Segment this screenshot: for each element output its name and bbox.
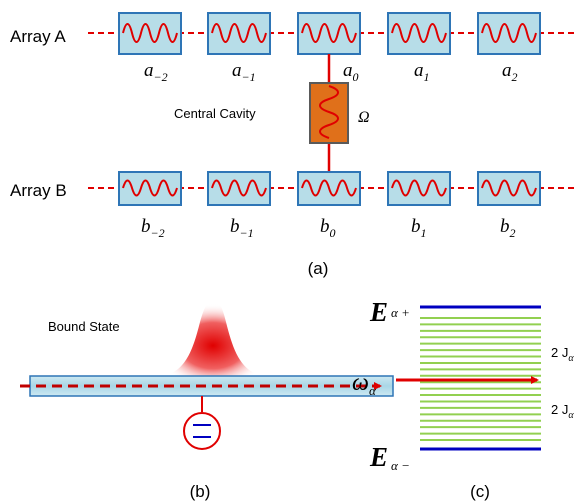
cavity-b-0 xyxy=(297,171,361,206)
wave-icon xyxy=(211,23,267,43)
site-label-b-minus2: b−2 xyxy=(141,216,165,240)
wave-icon xyxy=(481,179,537,197)
bound-state-peak xyxy=(160,300,266,376)
central-cavity-label: Central Cavity xyxy=(174,106,256,121)
cavity-a-2 xyxy=(477,12,541,55)
array-a-site-labels: a−2 a−1 a0 a1 a2 xyxy=(144,60,518,84)
wave-icon xyxy=(391,23,447,43)
cavity-a-0 xyxy=(297,12,361,55)
omega-center-label: ωα xyxy=(352,370,377,398)
cavity-b-minus1 xyxy=(207,171,271,206)
panel-b: Bound State (b) xyxy=(20,300,394,501)
central-cavity xyxy=(309,82,349,144)
atom-icon xyxy=(183,412,221,450)
site-label-b-0: b0 xyxy=(320,216,336,240)
wave-icon xyxy=(122,179,178,197)
site-label-a-minus2: a−2 xyxy=(144,60,168,84)
caption-c: (c) xyxy=(470,482,490,501)
site-label-b-2: b2 xyxy=(500,216,516,240)
wave-icon xyxy=(211,179,267,197)
band-lines xyxy=(420,317,541,441)
omega-label: Ω xyxy=(358,109,370,126)
cavity-b-2 xyxy=(477,171,541,206)
cavity-a-minus2 xyxy=(118,12,182,55)
site-label-b-1: b1 xyxy=(411,216,427,240)
wave-icon xyxy=(391,179,447,197)
wave-icon xyxy=(122,23,178,43)
panel-a: Array A a−2 xyxy=(10,12,575,278)
cavity-a-minus1 xyxy=(207,12,271,55)
wave-icon xyxy=(301,179,357,197)
cavity-b-1 xyxy=(387,171,451,206)
array-a-cavities xyxy=(118,12,541,55)
site-label-a-0: a0 xyxy=(343,60,359,84)
wave-icon xyxy=(301,23,357,43)
site-label-a-minus1: a−1 xyxy=(232,60,256,84)
array-b-label: Array B xyxy=(10,181,67,200)
site-label-a-1: a1 xyxy=(414,60,430,84)
site-label-b-minus1: b−1 xyxy=(230,216,254,240)
width-upper-label: 2 Jα xyxy=(551,345,574,364)
wave-icon xyxy=(481,23,537,43)
cavity-b-minus2 xyxy=(118,171,182,206)
array-b-site-labels: b−2 b−1 b0 b1 b2 xyxy=(141,216,516,240)
width-lower-label: 2 Jα xyxy=(551,402,574,421)
vertical-wave-icon xyxy=(319,85,339,139)
site-label-a-2: a2 xyxy=(502,60,518,84)
bound-state-label: Bound State xyxy=(48,319,120,334)
cavity-a-1 xyxy=(387,12,451,55)
caption-a: (a) xyxy=(308,259,329,278)
caption-b: (b) xyxy=(190,482,211,501)
array-b-cavities xyxy=(118,171,541,206)
array-a-label: Array A xyxy=(10,27,66,46)
